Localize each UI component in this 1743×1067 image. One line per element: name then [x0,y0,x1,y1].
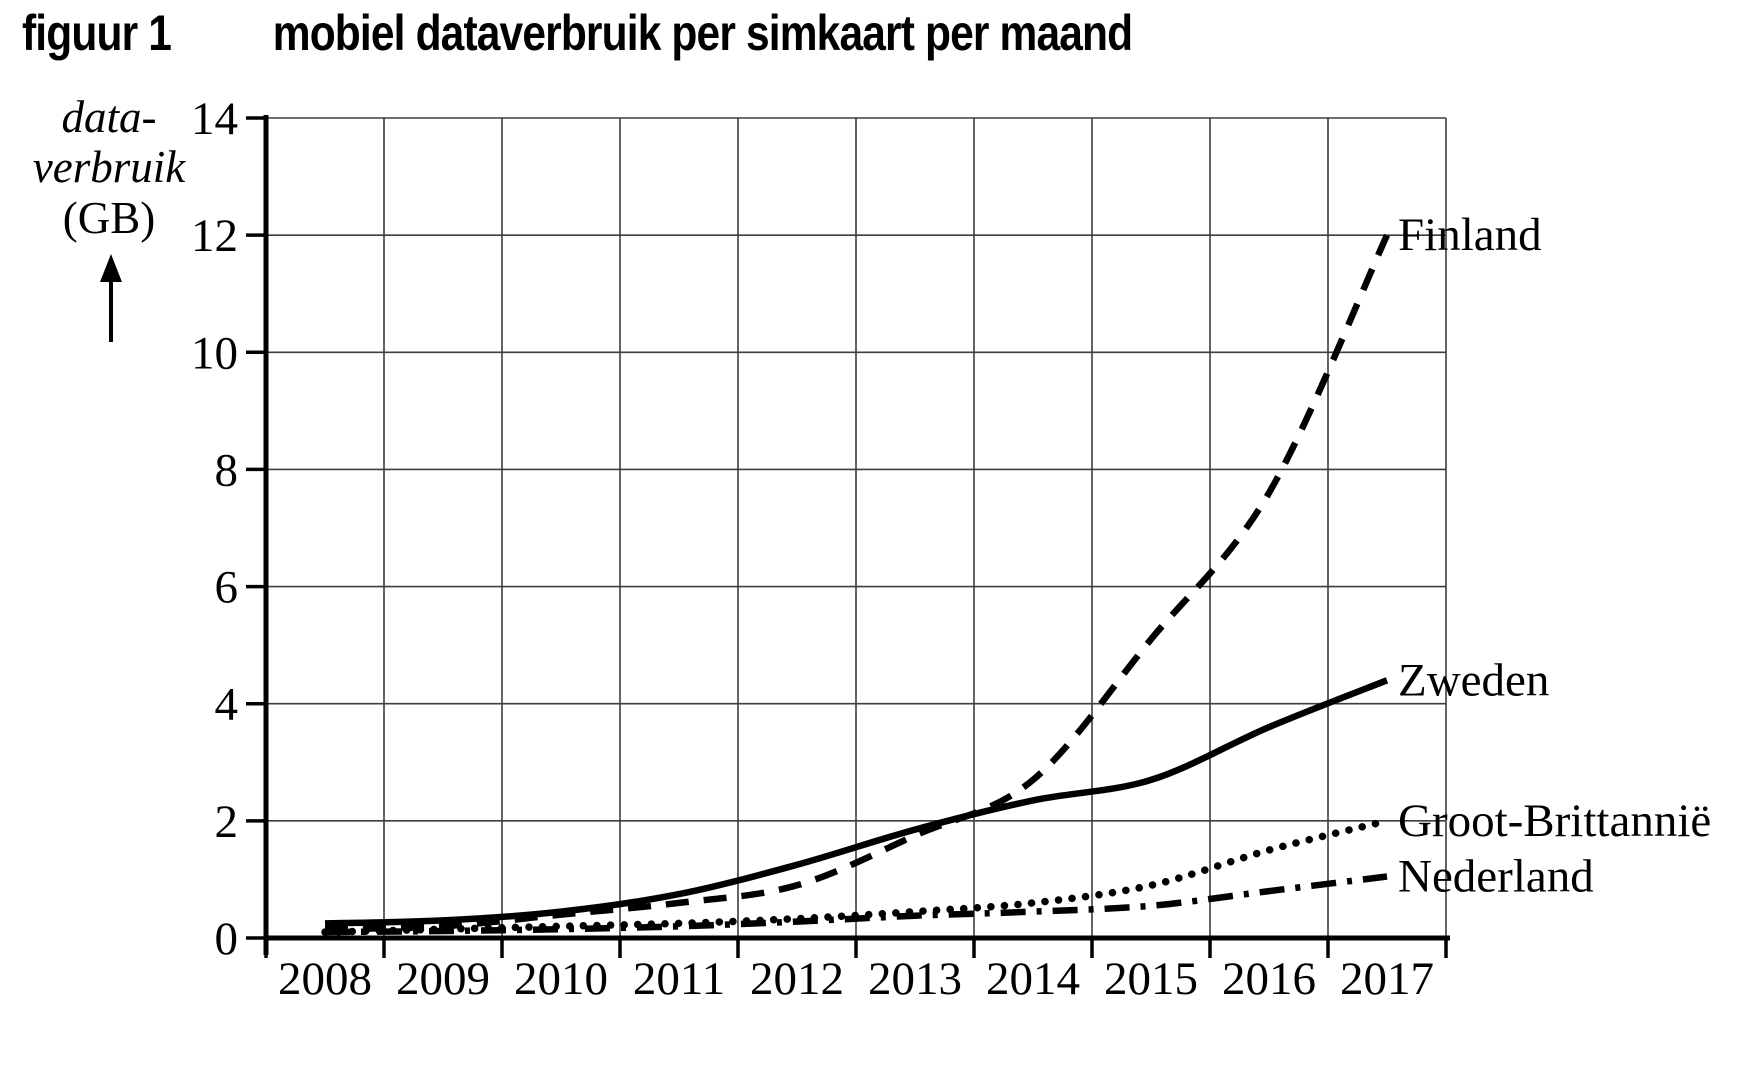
x-tick-label: 2011 [633,953,725,1005]
x-tick-label: 2013 [868,953,962,1005]
y-tick-label: 8 [215,444,239,496]
series-label-groot-brittanni-: Groot-Brittannië [1398,795,1711,847]
y-tick-label: 10 [191,327,238,379]
y-tick-label: 4 [215,679,239,731]
x-tick-label: 2009 [396,953,490,1005]
x-tick-label: 2010 [514,953,608,1005]
series-line-nederland [324,873,1388,936]
x-tick-label: 2014 [986,953,1080,1005]
x-tick-label: 2008 [278,953,372,1005]
series-label-nederland: Nederland [1398,851,1594,903]
x-tick-label: 2016 [1222,953,1316,1005]
y-tick-label: 12 [191,210,238,262]
x-tick-label: 2017 [1340,953,1434,1005]
y-axis-label-line1: data- [61,92,157,142]
x-tick-label: 2012 [750,953,844,1005]
y-axis-label: data- verbruik (GB) [20,92,198,243]
y-axis-arrow-icon [100,254,122,342]
y-tick-label: 2 [215,796,239,848]
series-label-finland: Finland [1398,209,1542,261]
series-line-zweden [324,677,1389,927]
series-line-finland [324,233,1390,933]
figure-caption: mobiel dataverbruik per simkaart per maa… [272,5,1133,61]
figure-label: figuur 1 [22,5,172,61]
y-axis-label-line2: verbruik [32,142,186,193]
series-label-zweden: Zweden [1398,654,1549,706]
figure-title: figuur 1 mobiel dataverbruik per simkaart… [22,5,1133,61]
y-tick-label: 14 [191,93,238,145]
y-tick-label: 0 [215,913,239,965]
y-tick-label: 6 [215,562,239,614]
y-axis-label-unit: (GB) [62,192,156,243]
x-tick-label: 2015 [1104,953,1198,1005]
